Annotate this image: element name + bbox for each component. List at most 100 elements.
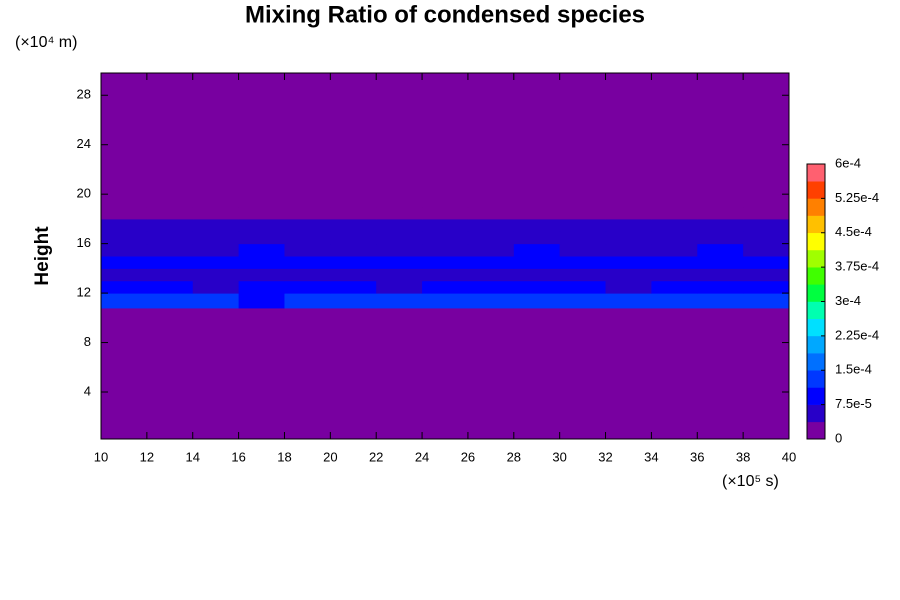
heatmap-cell: [467, 218, 515, 232]
heatmap-cell: [422, 293, 469, 309]
y-tick-label: 4: [84, 383, 91, 398]
heatmap-cell: [743, 293, 790, 309]
heatmap-cell: [284, 293, 331, 309]
heatmap-cell: [238, 73, 285, 208]
heatmap-cell: [559, 243, 607, 257]
heatmap-cell: [192, 218, 240, 232]
x-tick-label: 30: [552, 449, 566, 464]
heatmap-cell: [605, 256, 652, 269]
heatmap-cell: [651, 307, 698, 440]
heatmap-cell: [743, 243, 790, 257]
x-tick-label: 16: [231, 449, 245, 464]
heatmap-cell: [467, 307, 515, 440]
heatmap-cell: [376, 73, 423, 208]
y-unit: (×10⁴ m): [15, 34, 77, 51]
colorbar-tick-label: 3.75e-4: [835, 259, 879, 274]
heatmap-cell: [330, 268, 377, 282]
heatmap-cell: [330, 293, 377, 309]
heatmap-cell: [467, 268, 515, 282]
colorbar-cell: [807, 198, 825, 216]
x-tick-label: 24: [415, 449, 429, 464]
y-tick-label: 28: [77, 87, 91, 102]
chart-title: Mixing Ratio of condensed species: [245, 1, 645, 28]
heatmap-cell: [101, 243, 148, 257]
heatmap-cell: [330, 243, 377, 257]
heatmap-cell: [743, 218, 790, 232]
heatmap-cell: [467, 256, 515, 269]
heatmap-cell: [467, 73, 515, 208]
heatmap-cell: [146, 73, 194, 208]
heatmap-cell: [146, 231, 194, 245]
heatmap-cell: [513, 218, 561, 232]
heatmap-cell: [238, 307, 285, 440]
x-tick-label: 32: [598, 449, 612, 464]
colorbar-tick-label: 1.5e-4: [835, 362, 872, 377]
heatmap-cell: [697, 218, 744, 232]
heatmap-cell: [284, 231, 331, 245]
heatmap-cell: [192, 307, 240, 440]
heatmap-cell: [284, 280, 331, 294]
heatmap-cell: [238, 218, 285, 232]
heatmap-cell: [467, 280, 515, 294]
heatmap-cell: [697, 73, 744, 208]
heatmap-cell: [101, 307, 148, 440]
heatmap-cell: [238, 280, 285, 294]
heatmap-cell: [697, 206, 744, 220]
heatmap-cell: [192, 293, 240, 309]
heatmap-cell: [467, 243, 515, 257]
heatmap-cell: [743, 206, 790, 220]
heatmap-cell: [559, 280, 607, 294]
heatmap-cell: [743, 268, 790, 282]
x-tick-label: 22: [369, 449, 383, 464]
heatmap-cell: [101, 293, 148, 309]
heatmap-cell: [743, 231, 790, 245]
heatmap-cell: [330, 307, 377, 440]
heatmap-cell: [330, 231, 377, 245]
heatmap-cell: [467, 206, 515, 220]
colorbar-tick-label: 2.25e-4: [835, 327, 879, 342]
x-tick-label: 40: [782, 449, 796, 464]
colorbar-cell: [807, 232, 825, 251]
heatmap-cell: [284, 256, 331, 269]
heatmap-cell: [513, 243, 561, 257]
heatmap-cell: [192, 256, 240, 269]
heatmap-cell: [330, 73, 377, 208]
heatmap-cell: [376, 293, 423, 309]
colorbar-cell: [807, 318, 825, 337]
y-tick-label: 16: [77, 235, 91, 250]
heatmap-cell: [467, 231, 515, 245]
heatmap-cell: [513, 268, 561, 282]
heatmap-cell: [513, 256, 561, 269]
heatmap-cell: [238, 243, 285, 257]
heatmap-cell: [146, 206, 194, 220]
y-tick-label: 20: [77, 186, 91, 201]
heatmap-cell: [559, 206, 607, 220]
heatmap-cell: [651, 231, 698, 245]
heatmap-cell: [651, 243, 698, 257]
heatmap-cell: [422, 206, 469, 220]
colorbar-cell: [807, 387, 825, 405]
heatmap-cell: [697, 243, 744, 257]
x-unit: (×10⁵ s): [722, 473, 779, 490]
heatmap-cell: [422, 231, 469, 245]
colorbar-cell: [807, 215, 825, 234]
heatmap-cell: [422, 256, 469, 269]
heatmap-cell: [238, 206, 285, 220]
heatmap-cell: [238, 293, 285, 309]
heatmap-cell: [101, 218, 148, 232]
heatmap-cell: [146, 280, 194, 294]
heatmap-cell: [422, 268, 469, 282]
heatmap-cell: [101, 206, 148, 220]
y-axis-label: Height: [32, 226, 53, 286]
colorbar-tick-label: 3e-4: [835, 293, 861, 308]
heatmap-cell: [192, 73, 240, 208]
y-tick-label: 8: [84, 334, 91, 349]
heatmap-cell: [146, 268, 194, 282]
heatmap-cell: [376, 268, 423, 282]
heatmap-cell: [743, 307, 790, 440]
heatmap-cell: [422, 218, 469, 232]
heatmap-cell: [376, 307, 423, 440]
heatmap-cell: [651, 218, 698, 232]
colorbar-cell: [807, 267, 825, 285]
